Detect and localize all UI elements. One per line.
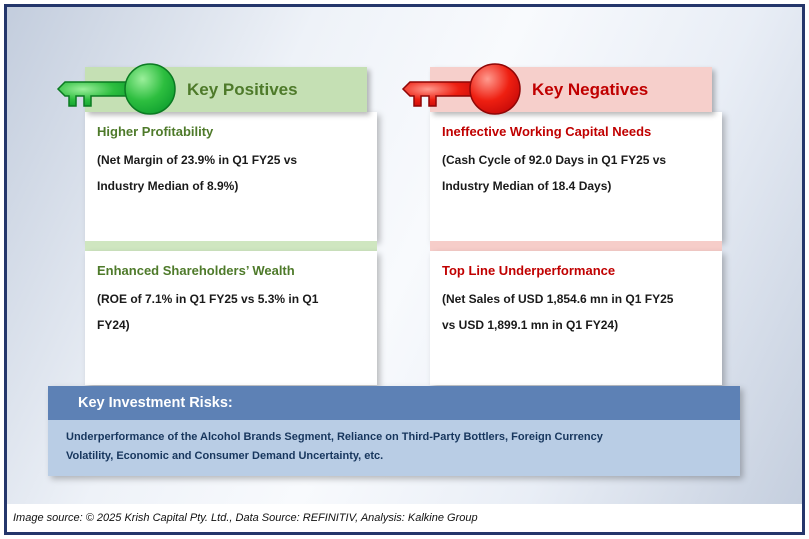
investment-risks-body: Underperformance of the Alcohol Brands S… bbox=[48, 420, 740, 476]
green-key-icon bbox=[56, 63, 176, 115]
positives-column: Key Positives Higher Profitability (Net … bbox=[56, 63, 377, 385]
footer-bar: Image source: © 2025 Krish Capital Pty. … bbox=[7, 504, 802, 532]
negatives-divider bbox=[430, 241, 722, 251]
negatives-column: Key Negatives Ineffective Working Capita… bbox=[401, 63, 722, 385]
negatives-header-label: Key Negatives bbox=[532, 80, 649, 99]
card-title: Higher Profitability bbox=[97, 124, 214, 139]
card-text-line: (Cash Cycle of 92.0 Days in Q1 FY25 vs bbox=[442, 153, 667, 167]
negative-card-top-line: Top Line Underperformance (Net Sales of … bbox=[430, 251, 722, 385]
positives-header-label: Key Positives bbox=[187, 80, 298, 99]
positives-divider bbox=[85, 241, 377, 251]
investment-risks-section: Key Investment Risks: Underperformance o… bbox=[48, 386, 740, 476]
positives-header: Key Positives bbox=[56, 63, 367, 115]
positive-card-shareholders-wealth: Enhanced Shareholders’ Wealth (ROE of 7.… bbox=[85, 251, 377, 385]
risks-text-line: Volatility, Economic and Consumer Demand… bbox=[66, 450, 384, 462]
card-text-line: Industry Median of 18.4 Days) bbox=[442, 179, 612, 193]
card-text-line: FY24) bbox=[97, 318, 130, 332]
card-text-line: (Net Sales of USD 1,854.6 mn in Q1 FY25 bbox=[442, 292, 674, 306]
positive-card-profitability: Higher Profitability (Net Margin of 23.9… bbox=[85, 112, 377, 241]
card-title: Enhanced Shareholders’ Wealth bbox=[97, 263, 295, 278]
attribution-text: Image source: © 2025 Krish Capital Pty. … bbox=[13, 512, 478, 524]
infographic-frame: Key Positives Higher Profitability (Net … bbox=[4, 4, 805, 535]
negative-card-working-capital: Ineffective Working Capital Needs (Cash … bbox=[430, 112, 722, 241]
red-key-icon bbox=[401, 63, 521, 115]
risks-text-line: Underperformance of the Alcohol Brands S… bbox=[66, 431, 603, 443]
card-text-line: (ROE of 7.1% in Q1 FY25 vs 5.3% in Q1 bbox=[97, 292, 319, 306]
card-text-line: (Net Margin of 23.9% in Q1 FY25 vs bbox=[97, 153, 298, 167]
negatives-header: Key Negatives bbox=[401, 63, 712, 115]
card-text-line: Industry Median of 8.9%) bbox=[97, 179, 239, 193]
card-title: Ineffective Working Capital Needs bbox=[442, 124, 652, 139]
investment-risks-header: Key Investment Risks: bbox=[48, 386, 740, 420]
card-title: Top Line Underperformance bbox=[442, 263, 616, 278]
card-text-line: vs USD 1,899.1 mn in Q1 FY24) bbox=[442, 318, 619, 332]
